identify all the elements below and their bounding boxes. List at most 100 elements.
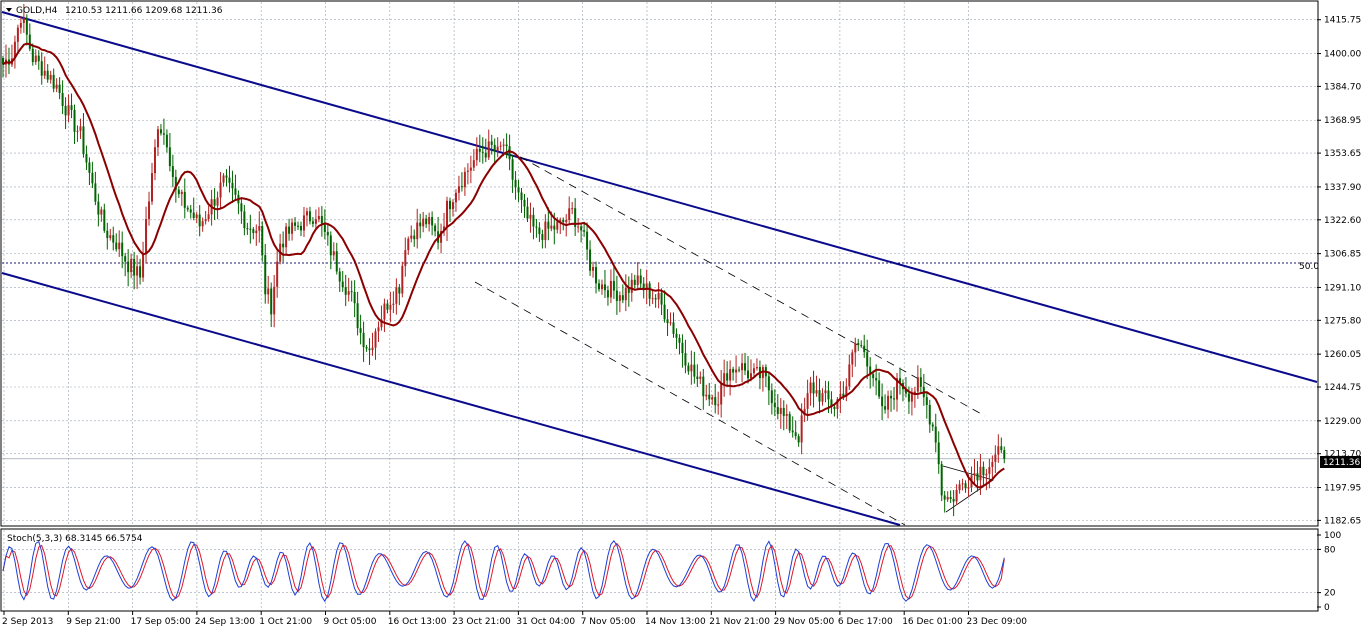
- candle-body: [603, 284, 606, 291]
- price-tick-label: 1400.00: [1324, 50, 1361, 60]
- candle: [216, 191, 219, 220]
- candle-body: [559, 219, 562, 222]
- candle: [952, 490, 955, 517]
- candle-body: [264, 255, 267, 295]
- candle-body: [305, 211, 308, 216]
- candle: [535, 218, 538, 238]
- inner-channel-lower: [474, 281, 906, 526]
- candle-body: [747, 370, 749, 379]
- candle-body: [70, 105, 73, 110]
- candle: [121, 231, 124, 269]
- candle-body: [687, 365, 690, 372]
- candle: [657, 282, 660, 309]
- candle-body: [350, 291, 353, 293]
- candle-body: [997, 446, 1000, 455]
- candle: [893, 386, 896, 410]
- candle-body: [606, 290, 609, 298]
- candle-body: [228, 177, 231, 183]
- candle: [636, 262, 639, 291]
- candle-body: [153, 147, 156, 174]
- candle: [517, 179, 520, 202]
- candles: [2, 3, 1006, 517]
- candle: [589, 240, 592, 276]
- candle-body: [148, 201, 151, 220]
- candle-body: [469, 167, 472, 171]
- candle-body: [177, 189, 180, 195]
- candle: [648, 281, 651, 307]
- candle-body: [749, 373, 752, 379]
- candle: [183, 178, 186, 219]
- candle: [73, 104, 76, 144]
- time-tick-label: 29 Nov 05:00: [774, 617, 835, 627]
- trend-channel[interactable]: [1, 11, 1318, 526]
- candle-body: [836, 399, 839, 409]
- candle: [693, 351, 696, 384]
- candle-body: [490, 141, 493, 145]
- candle: [857, 338, 860, 352]
- main-plot-area[interactable]: [0, 0, 1319, 527]
- candle-body: [156, 129, 159, 148]
- candle: [523, 194, 526, 218]
- candle-body: [729, 369, 732, 381]
- candle: [898, 367, 901, 395]
- candle: [52, 68, 55, 93]
- candle-body: [419, 222, 422, 227]
- candle-body: [985, 473, 988, 476]
- candle: [148, 191, 151, 226]
- candle-body: [487, 141, 490, 158]
- candle-body: [94, 183, 97, 202]
- candle-body: [541, 234, 544, 241]
- candle-body: [428, 217, 431, 225]
- candle-body: [931, 424, 934, 427]
- candle: [469, 155, 472, 184]
- candle-body: [934, 426, 937, 443]
- candle: [925, 393, 928, 419]
- candle-body: [803, 408, 806, 416]
- price-tick-label: 1368.95: [1324, 116, 1361, 126]
- candle-body: [383, 303, 386, 320]
- candle-body: [532, 214, 535, 227]
- time-tick-label: 31 Oct 04:00: [516, 617, 575, 627]
- candle: [767, 371, 770, 406]
- candle: [46, 64, 49, 83]
- time-tick-label: 23 Oct 21:00: [452, 617, 511, 627]
- candle-body: [788, 413, 791, 431]
- candle: [603, 269, 606, 299]
- candle-body: [31, 48, 34, 63]
- candle-body: [449, 200, 451, 210]
- candle-body: [499, 145, 502, 147]
- candle: [913, 386, 916, 408]
- candle: [863, 334, 866, 358]
- candle-body: [326, 231, 329, 236]
- candle: [547, 207, 550, 241]
- candle-body: [943, 495, 946, 500]
- candle: [124, 252, 127, 277]
- time-tick-label: 9 Oct 05:00: [324, 617, 377, 627]
- candle-body: [630, 279, 633, 293]
- candle: [335, 242, 338, 275]
- channel-lower-line: [1, 272, 901, 526]
- stoch-signal-line: [2, 542, 1005, 600]
- candle: [690, 350, 693, 385]
- candle: [478, 134, 481, 163]
- candle-body: [618, 295, 621, 301]
- candle-body: [52, 74, 55, 89]
- candle: [383, 298, 386, 332]
- candle: [225, 169, 228, 187]
- candle: [606, 285, 609, 306]
- candle-body: [544, 221, 547, 241]
- candle-body: [550, 225, 553, 229]
- candle-body: [55, 84, 58, 89]
- stochastic-plot-area[interactable]: [0, 528, 1319, 612]
- candle-body: [359, 328, 362, 333]
- dropdown-triangle-icon[interactable]: [6, 8, 12, 12]
- candle: [714, 383, 717, 414]
- candle-body: [851, 352, 854, 365]
- candle-body: [738, 369, 741, 371]
- price-tick-label: 1384.70: [1324, 82, 1361, 92]
- candle: [833, 403, 836, 417]
- candle-body: [183, 191, 186, 208]
- candle: [91, 161, 94, 189]
- candle-body: [171, 166, 174, 177]
